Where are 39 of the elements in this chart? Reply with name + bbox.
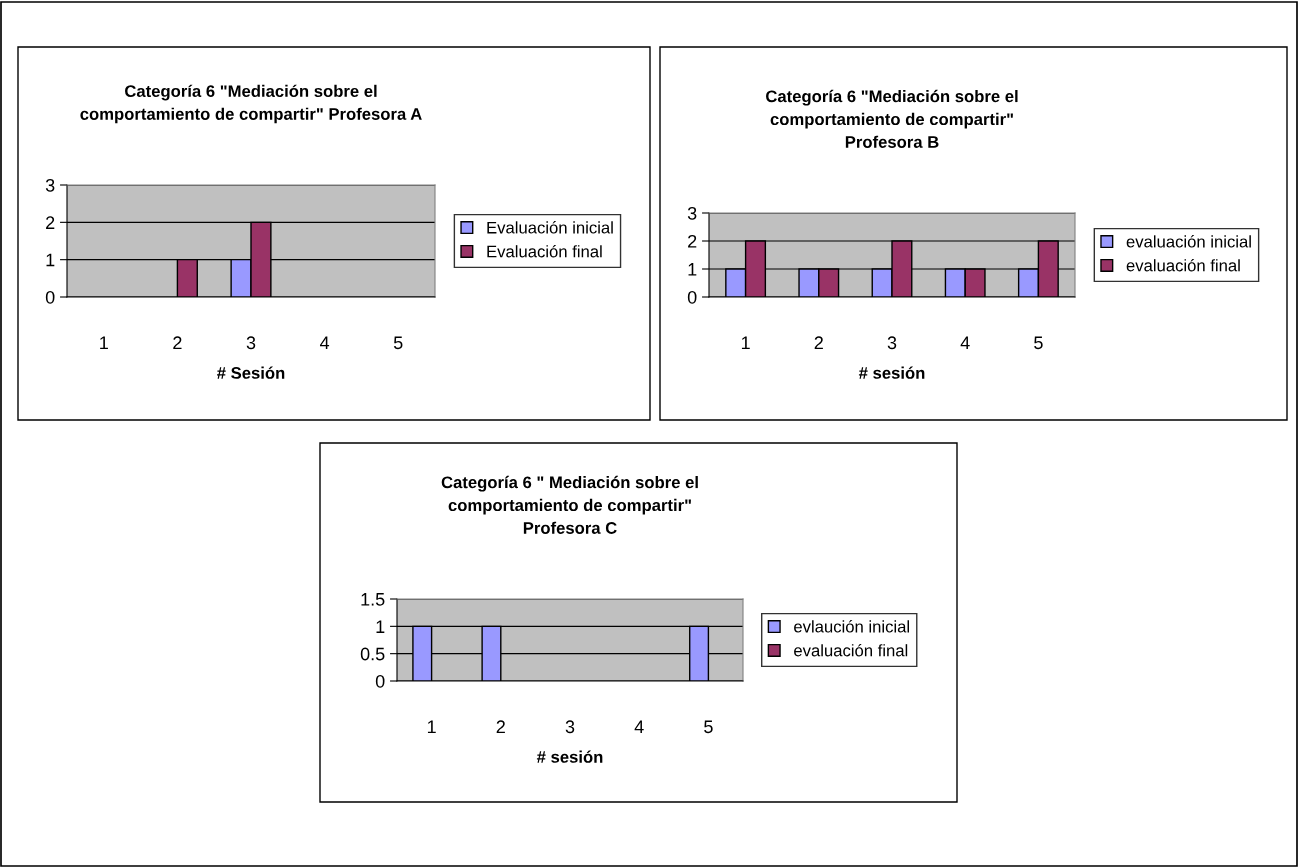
x-tick-label: 3 [565,720,575,734]
y-tick-label: 3 [45,178,55,192]
y-tick-label: 2 [688,234,697,248]
x-tick-label: 4 [960,336,970,349]
x-tick-label: 5 [1034,336,1043,350]
x-tick-label: 4 [319,336,330,349]
legend-label: evaluación inicial [1126,235,1251,248]
chart-title: Categoría 6 " Mediación sobre el comportamiento de compartir" Profesora C [441,475,698,534]
x-tick-label: 1 [427,720,436,733]
y-tick-label: 2 [46,216,55,229]
x-tick-label: 2 [173,336,182,349]
x-tick-label: 2 [814,336,823,349]
y-tick-label: 1 [688,263,697,276]
y-tick-label: 0 [45,290,55,304]
x-axis-title: # sesión [858,366,925,379]
x-axis-title: # Sesión [217,366,285,379]
x-tick-label: 5 [393,336,403,350]
chart-title: Categoría 6 "Mediación sobre el comportamiento de compartir" Profesora B [766,89,1018,148]
x-tick-label: 1 [100,336,108,349]
y-tick-label: 1.5 [361,593,385,606]
x-tick-label: 3 [887,336,897,350]
x-tick-label: 1 [741,336,750,349]
y-tick-label: 0 [687,290,697,304]
y-tick-label: 1 [46,253,55,267]
x-tick-label: 5 [704,720,713,734]
x-tick-label: 3 [246,336,256,350]
legend-label: evlaución inicial [794,620,909,633]
legend-label: Evaluación inicial [487,221,613,234]
chart-title: Categoría 6 "Mediación sobre el comportamiento de compartir" Profesora A [80,84,422,124]
x-tick-label: 4 [634,720,644,733]
y-tick-label: 0.5 [360,647,385,661]
y-tick-label: 3 [687,206,697,220]
x-tick-label: 2 [496,720,505,733]
legend-label: Evaluación final [487,244,602,258]
x-axis-title: # sesión [536,750,603,763]
legend-label: evaluación final [794,643,908,657]
legend-label: evaluación final [1126,258,1240,272]
y-tick-label: 0 [375,674,385,688]
y-tick-label: 1 [376,620,385,633]
